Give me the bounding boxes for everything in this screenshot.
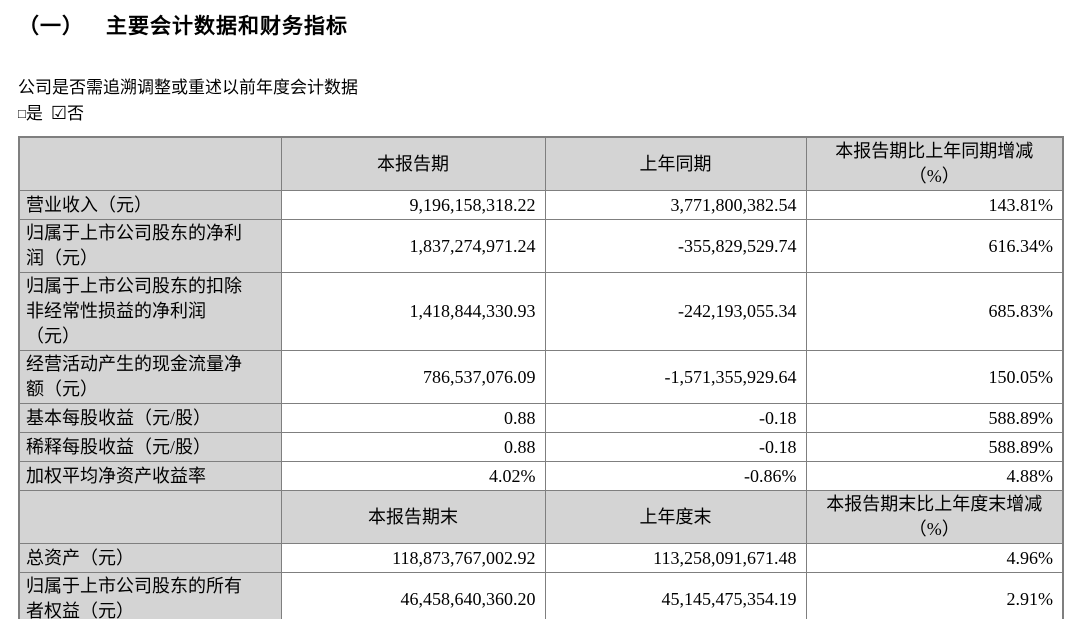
row-label: 稀释每股收益（元/股） <box>18 432 282 462</box>
row-current-value: 46,458,640,360.20 <box>280 572 546 619</box>
restatement-question: 公司是否需追溯调整或重述以前年度会计数据 <box>18 78 358 97</box>
header-prior-year-end: 上年度末 <box>544 490 807 544</box>
row-change-value: 4.88% <box>805 461 1064 491</box>
table-header-period-end: 本报告期末 上年度末 本报告期末比上年度末增减 （%） <box>18 490 1064 544</box>
checkbox-no: ☑否 <box>50 103 84 123</box>
table-row: 归属于上市公司股东的所有 者权益（元） 46,458,640,360.20 45… <box>18 572 1064 619</box>
table-row: 归属于上市公司股东的净利 润（元） 1,837,274,971.24 -355,… <box>18 219 1064 273</box>
row-change-value: 2.91% <box>805 572 1064 619</box>
checkbox-checked-icon: ☑ <box>50 103 67 123</box>
table-row: 营业收入（元） 9,196,158,318.22 3,771,800,382.5… <box>18 190 1064 220</box>
row-current-value: 9,196,158,318.22 <box>280 190 546 220</box>
row-label: 总资产（元） <box>18 543 282 573</box>
row-change-value: 4.96% <box>805 543 1064 573</box>
financial-indicators-table: 本报告期 上年同期 本报告期比上年同期增减 （%） 营业收入（元） 9,196,… <box>18 136 1064 619</box>
row-label: 归属于上市公司股东的扣除 非经常性损益的净利润 （元） <box>18 272 282 351</box>
row-current-value: 1,837,274,971.24 <box>280 219 546 273</box>
row-label: 营业收入（元） <box>18 190 282 220</box>
row-change-value: 616.34% <box>805 219 1064 273</box>
table-row: 稀释每股收益（元/股） 0.88 -0.18 588.89% <box>18 432 1064 462</box>
row-label: 基本每股收益（元/股） <box>18 403 282 433</box>
row-prior-value: -1,571,355,929.64 <box>544 350 807 404</box>
table-row: 基本每股收益（元/股） 0.88 -0.18 588.89% <box>18 403 1064 433</box>
checkbox-no-label: 否 <box>67 104 84 123</box>
table-row: 加权平均净资产收益率 4.02% -0.86% 4.88% <box>18 461 1064 491</box>
header-change-period: 本报告期比上年同期增减 （%） <box>805 136 1064 191</box>
header-empty-cell <box>18 136 282 191</box>
table-header-period: 本报告期 上年同期 本报告期比上年同期增减 （%） <box>18 136 1064 191</box>
row-prior-value: -355,829,529.74 <box>544 219 807 273</box>
row-prior-value: -0.86% <box>544 461 807 491</box>
row-change-value: 150.05% <box>805 350 1064 404</box>
row-change-value: 685.83% <box>805 272 1064 351</box>
header-current-period: 本报告期 <box>280 136 546 191</box>
checkbox-yes-label: 是 <box>25 104 43 123</box>
table-row: 经营活动产生的现金流量净 额（元） 786,537,076.09 -1,571,… <box>18 350 1064 404</box>
row-current-value: 1,418,844,330.93 <box>280 272 546 351</box>
row-current-value: 786,537,076.09 <box>280 350 546 404</box>
header-current-period-end: 本报告期末 <box>280 490 546 544</box>
row-label: 归属于上市公司股东的净利 润（元） <box>18 219 282 273</box>
section-title: （一） 主要会计数据和财务指标 <box>18 14 348 38</box>
row-label: 归属于上市公司股东的所有 者权益（元） <box>18 572 282 619</box>
header-prior-period: 上年同期 <box>544 136 807 191</box>
row-change-value: 588.89% <box>805 432 1064 462</box>
row-prior-value: -0.18 <box>544 403 807 433</box>
checkbox-yes: □是 <box>18 104 43 123</box>
header-change-period-end: 本报告期末比上年度末增减 （%） <box>805 490 1064 544</box>
checkbox-unchecked-icon: □ <box>18 106 26 121</box>
table-row: 归属于上市公司股东的扣除 非经常性损益的净利润 （元） 1,418,844,33… <box>18 272 1064 351</box>
row-prior-value: 113,258,091,671.48 <box>544 543 807 573</box>
row-label: 经营活动产生的现金流量净 额（元） <box>18 350 282 404</box>
document-page: （一） 主要会计数据和财务指标 公司是否需追溯调整或重述以前年度会计数据 □是 ☑… <box>0 14 1080 619</box>
row-prior-value: -0.18 <box>544 432 807 462</box>
row-change-value: 588.89% <box>805 403 1064 433</box>
row-label: 加权平均净资产收益率 <box>18 461 282 491</box>
row-current-value: 0.88 <box>280 403 546 433</box>
row-prior-value: 45,145,475,354.19 <box>544 572 807 619</box>
row-change-value: 143.81% <box>805 190 1064 220</box>
restatement-answer-line: □是 ☑否 <box>18 103 1080 125</box>
row-current-value: 4.02% <box>280 461 546 491</box>
row-prior-value: -242,193,055.34 <box>544 272 807 351</box>
row-current-value: 118,873,767,002.92 <box>280 543 546 573</box>
row-prior-value: 3,771,800,382.54 <box>544 190 807 220</box>
table-row: 总资产（元） 118,873,767,002.92 113,258,091,67… <box>18 543 1064 573</box>
header-empty-cell <box>18 490 282 544</box>
row-current-value: 0.88 <box>280 432 546 462</box>
